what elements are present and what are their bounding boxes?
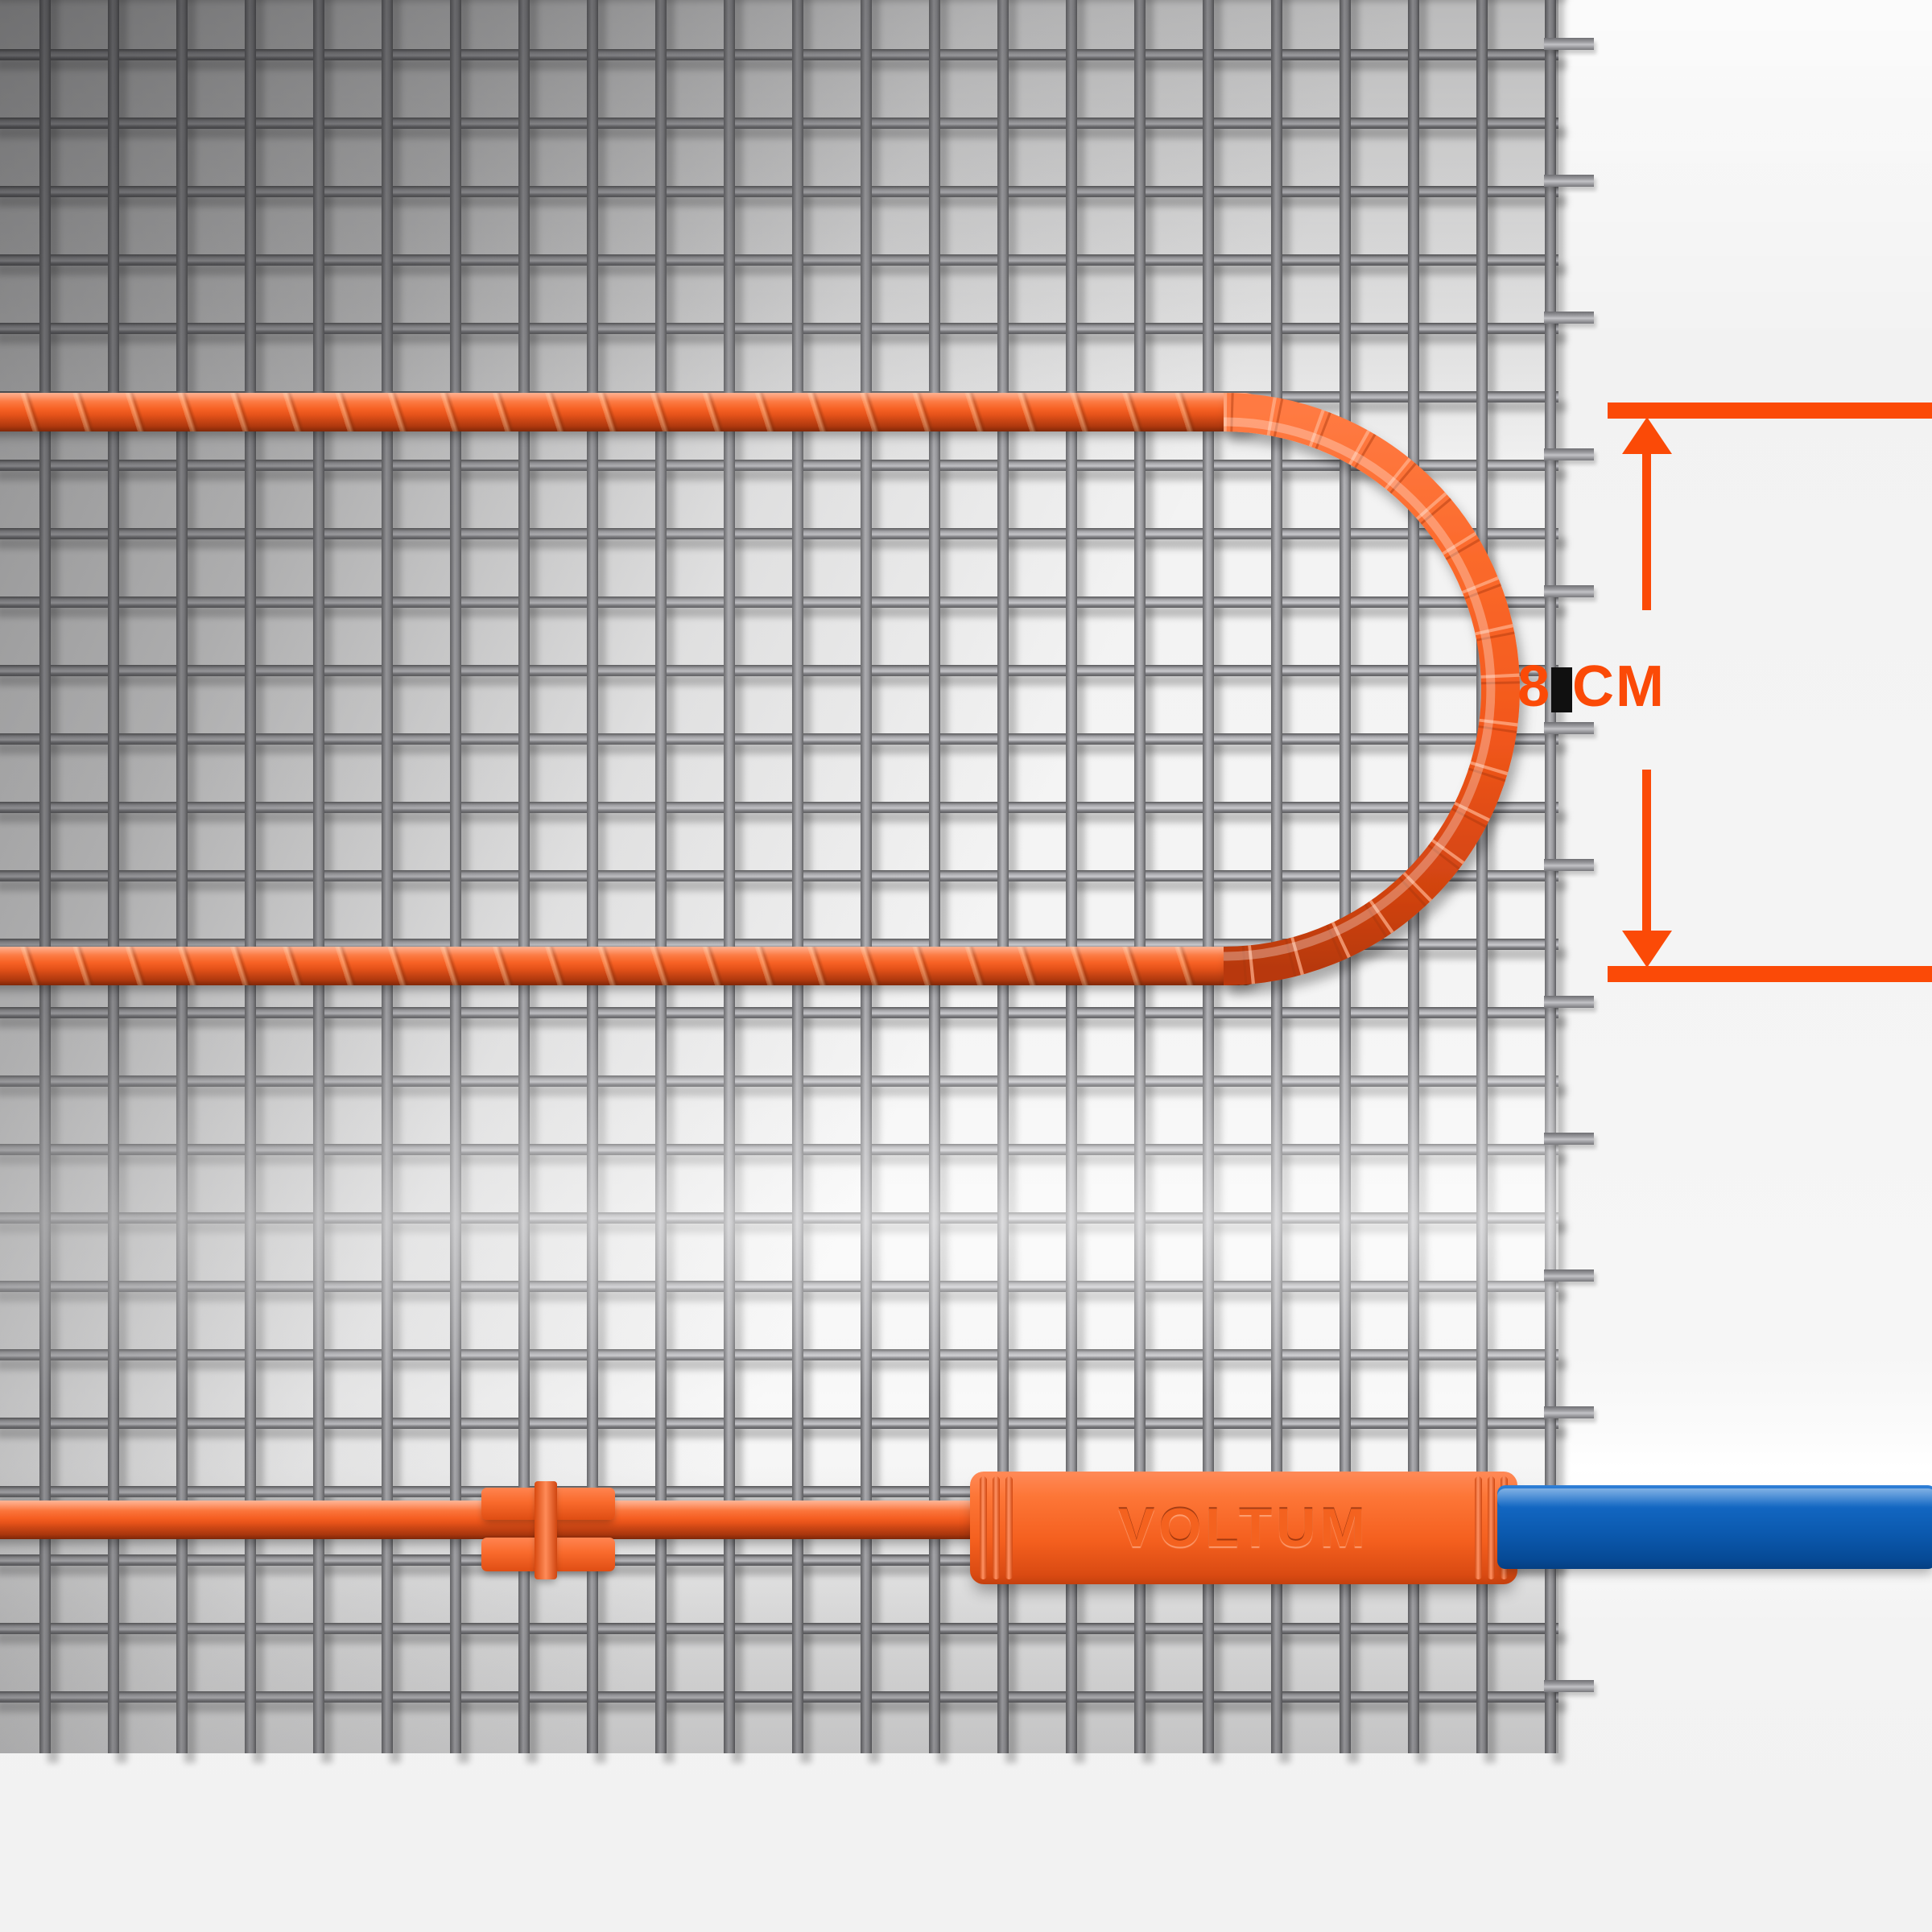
junction-rib-left-3 (1005, 1476, 1013, 1579)
dimension-line-lower (1642, 770, 1651, 935)
cable-run-lower (0, 947, 1264, 985)
junction-brand-label: VOLTUM (1117, 1497, 1370, 1558)
dimension-label: 8 CM (1517, 654, 1783, 720)
mesh-edge-stub (1544, 722, 1594, 734)
dimension-unit: CM (1572, 654, 1666, 719)
power-lead-cable (1497, 1485, 1932, 1569)
cable-run-upper (0, 393, 1264, 431)
mesh-edge-stub (1544, 312, 1594, 324)
cable-clip-spine (535, 1481, 557, 1579)
cable-helix-wrap-upper (0, 393, 1264, 431)
junction-rib-right-3 (1475, 1476, 1482, 1579)
dimension-line-upper (1642, 444, 1651, 610)
mesh-edge-stub (1544, 996, 1594, 1008)
mesh-edge-stub (1544, 1680, 1594, 1692)
cable-clip-bottom-left (481, 1538, 544, 1571)
mesh-edge-stub (1544, 38, 1594, 50)
dimension-value: 8 (1517, 654, 1552, 719)
mesh-edge-stub (1544, 175, 1594, 187)
mesh-edge-stub (1544, 448, 1594, 460)
power-lead-gloss (1497, 1488, 1932, 1508)
junction-rib-left-2 (993, 1476, 1000, 1579)
junction-box[interactable]: VOLTUM (970, 1472, 1517, 1584)
dimension-extension-bottom (1608, 966, 1932, 982)
cable-clip-top-left (481, 1488, 544, 1520)
mesh-edge-stub (1544, 1133, 1594, 1145)
mesh-edge-stub (1544, 1269, 1594, 1282)
mesh-edge-stub (1544, 859, 1594, 871)
cable-helix-wrap-lower (0, 947, 1264, 985)
cable-clip-bottom-right (552, 1538, 615, 1571)
dimension-extension-top (1608, 402, 1932, 419)
dimension-occlusion-mark (1551, 667, 1573, 712)
cable-clip-top-right (552, 1488, 615, 1520)
dimension-arrow-down (1622, 931, 1672, 968)
mesh-edge-stub (1544, 585, 1594, 597)
junction-rib-right-2 (1488, 1476, 1495, 1579)
dimension-callout: 8 CM (1517, 402, 1932, 982)
junction-rib-left-1 (980, 1476, 987, 1579)
mesh-edge-stub (1544, 1406, 1594, 1418)
